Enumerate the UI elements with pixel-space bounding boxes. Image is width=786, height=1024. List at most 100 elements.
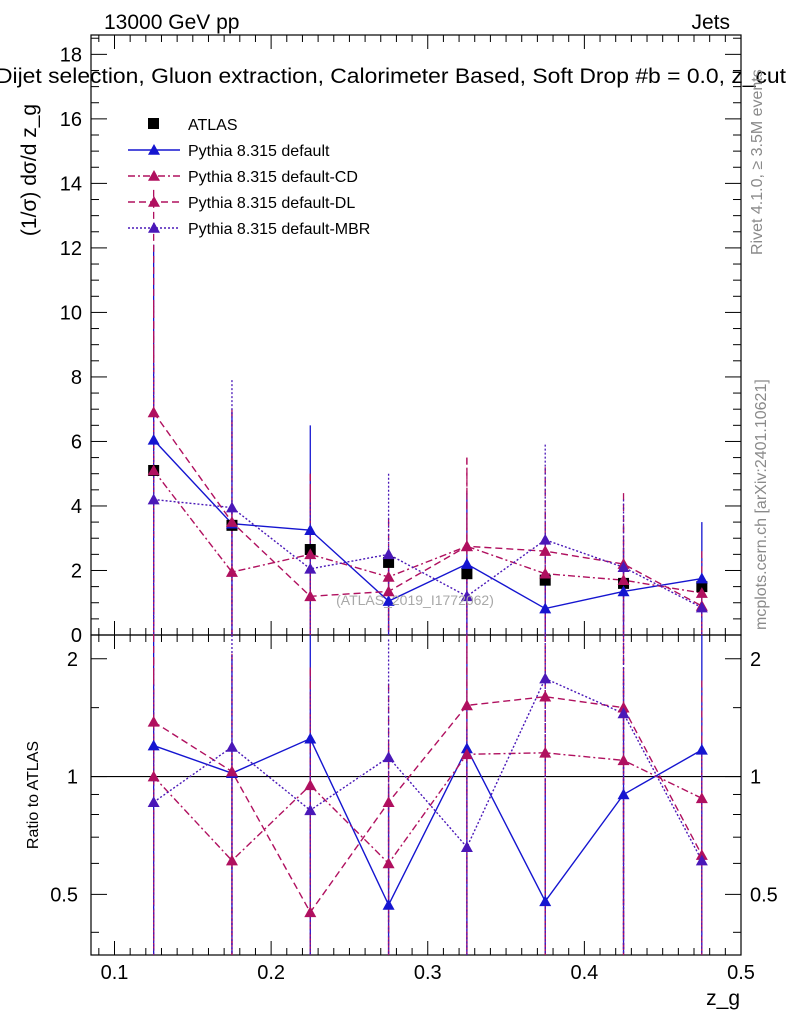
y-axis-label: (1/σ) dσ/d z_g <box>18 104 41 236</box>
x-tick-label: 0.3 <box>414 962 442 984</box>
pythia-8-315-default-ratio-point <box>539 895 552 907</box>
ratio-tick-label-left: 1 <box>67 767 78 789</box>
rivet-version-label: Rivet 4.1.0, ≥ 3.5M events <box>749 69 766 255</box>
atlas-point <box>696 581 708 593</box>
x-tick-label: 0.2 <box>257 962 285 984</box>
legend-label-pythia-8-315-default: Pythia 8.315 default <box>188 143 330 160</box>
pythia-8-315-default-dl-line <box>153 412 703 607</box>
pythia-8-315-default-ratio-line <box>153 737 703 907</box>
pythia-8-315-default-cd-ratio-point <box>225 854 238 866</box>
pythia-8-315-default-point <box>695 572 708 584</box>
ratio-tick-label-left: 2 <box>67 649 78 671</box>
pythia-8-315-default-mbr-ratio-line <box>153 677 703 861</box>
pythia-8-315-default-mbr-ratio-point <box>382 751 395 763</box>
pythia-8-315-default-dl-point <box>382 585 395 597</box>
pythia-8-315-default-dl-point <box>304 590 317 602</box>
legend-marker-pythia-8-315-default-cd <box>148 170 160 181</box>
pythia-8-315-default-mbr-point <box>304 562 317 574</box>
pythia-8-315-default-dl-ratio-point <box>382 796 395 808</box>
legend: ATLAS Pythia 8.315 default Pythia 8.315 de… <box>128 117 370 238</box>
pythia-8-315-default-point <box>617 585 630 597</box>
pythia-8-315-default-point <box>460 558 473 569</box>
pythia-8-315-default-cd-ratio-point <box>539 746 552 758</box>
pythia-8-315-default-point <box>539 602 552 614</box>
pythia-8-315-default-dl-point <box>539 545 552 556</box>
pythia-8-315-default-cd-point <box>617 574 630 585</box>
y-tick-label: 10 <box>60 302 82 324</box>
ratio-axis-label: Ratio to ATLAS <box>25 741 42 849</box>
pythia-8-315-default-dl-ratio-point <box>225 765 238 777</box>
mcplots-label: mcplots.cern.ch [arXiv:2401.10621] <box>753 379 770 630</box>
ratio-tick-label-right: 1 <box>750 767 761 789</box>
error-bars <box>152 189 703 955</box>
ratio-tick-label-right: 2 <box>750 649 761 671</box>
series-lines <box>153 412 703 914</box>
y-tick-label: 14 <box>60 173 82 195</box>
pythia-8-315-default-cd-point <box>382 570 395 582</box>
ratio-tick-label-right: 0.5 <box>750 884 778 906</box>
pythia-8-315-default-cd-ratio-point <box>304 779 317 791</box>
pythia-8-315-default-dl-ratio-line <box>153 695 703 914</box>
pythia-8-315-default-dl-ratio-point <box>147 715 160 727</box>
y-tick-label: 6 <box>71 431 82 453</box>
legend-label-atlas: ATLAS <box>188 117 238 134</box>
pythia-8-315-default-mbr-ratio-point <box>617 707 630 719</box>
pythia-8-315-default-cd-ratio-point <box>617 754 630 766</box>
legend-label-pythia-8-315-default-dl: Pythia 8.315 default-DL <box>188 195 355 212</box>
data-markers <box>147 406 708 918</box>
y-tick-label: 0 <box>71 625 82 647</box>
pythia-8-315-default-cd-point <box>147 464 160 476</box>
pythia-8-315-default-mbr-point <box>382 548 395 560</box>
pythia-8-315-default-line <box>153 439 702 610</box>
header-left: 13000 GeV pp <box>104 11 239 34</box>
pythia-8-315-default-mbr-point <box>695 601 708 613</box>
pythia-8-315-default-cd-point <box>225 566 238 577</box>
pythia-8-315-default-cd-ratio-line <box>153 752 703 865</box>
pythia-8-315-default-dl-point <box>460 540 473 552</box>
legend-marker-pythia-8-315-default <box>148 144 160 155</box>
legend-marker-atlas <box>148 118 159 129</box>
pythia-8-315-default-cd-ratio-point <box>695 792 708 804</box>
pythia-8-315-default-cd-point <box>304 548 317 560</box>
pythia-8-315-default-cd-line <box>153 470 702 594</box>
pythia-8-315-default-cd-ratio-point <box>460 748 473 760</box>
pythia-8-315-default-cd-point <box>539 567 552 579</box>
atlas-point <box>383 556 395 568</box>
analysis-watermark: (ATLAS_2019_I1772062) <box>336 592 494 608</box>
pythia-8-315-default-ratio-point <box>382 898 395 910</box>
pythia-8-315-default-cd-point <box>695 587 708 598</box>
pythia-8-315-default-mbr-point <box>147 493 160 505</box>
axis-ticks <box>91 35 742 955</box>
pythia-8-315-default-ratio-point <box>147 739 160 751</box>
pythia-8-315-default-mbr-ratio-point <box>147 796 160 808</box>
pythia-8-315-default-ratio-point <box>617 788 630 800</box>
legend-marker-pythia-8-315-default-dl <box>148 196 160 207</box>
pythia-8-315-default-ratio-point <box>304 732 317 744</box>
pythia-8-315-default-ratio-point <box>460 742 473 754</box>
pythia-8-315-default-point <box>147 433 160 445</box>
pythia-8-315-default-cd-ratio-point <box>147 770 160 782</box>
pythia-8-315-default-mbr-ratio-point <box>695 854 708 866</box>
pythia-8-315-default-dl-ratio-point <box>617 701 630 713</box>
atlas-point <box>539 574 551 586</box>
pythia-8-315-default-cd-ratio-point <box>382 857 395 869</box>
x-tick-label: 0.5 <box>727 962 755 984</box>
pythia-8-315-default-mbr-ratio-point <box>539 672 552 684</box>
chart-title: Dijet selection, Gluon extraction, Calor… <box>0 65 786 88</box>
legend-marker-pythia-8-315-default-mbr <box>148 222 160 233</box>
pythia-8-315-default-mbr-point <box>617 561 630 573</box>
pythia-8-315-default-dl-ratio-point <box>304 906 317 918</box>
pythia-8-315-default-mbr-ratio-point <box>225 741 238 752</box>
atlas-point <box>461 568 473 580</box>
x-axis-label: z_g <box>706 987 740 1010</box>
y-tick-label: 4 <box>71 496 82 518</box>
legend-label-pythia-8-315-default-mbr: Pythia 8.315 default-MBR <box>188 221 370 238</box>
x-tick-label: 0.4 <box>570 962 598 984</box>
pythia-8-315-default-point <box>304 524 317 535</box>
pythia-8-315-default-dl-ratio-point <box>539 690 552 702</box>
header-right: Jets <box>691 11 730 34</box>
pythia-8-315-default-ratio-point <box>695 743 708 755</box>
pythia-8-315-default-point <box>382 595 395 606</box>
